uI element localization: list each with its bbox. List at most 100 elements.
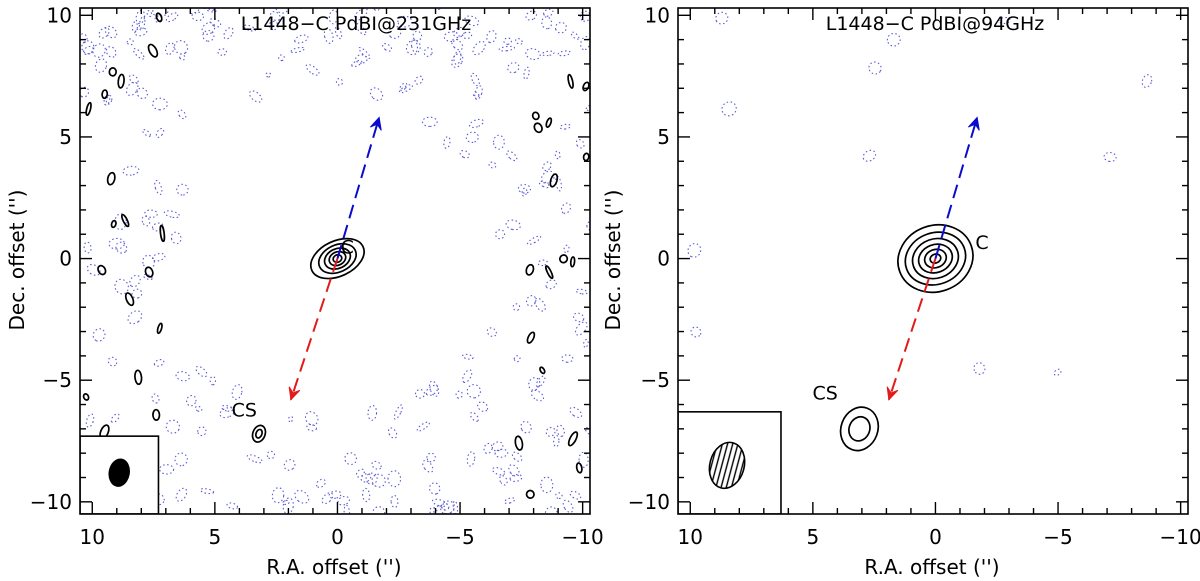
panel-231ghz-noise-contour (278, 54, 285, 62)
panel-231ghz-noise-contour (282, 499, 290, 506)
panel-231ghz-noise-contour (513, 355, 521, 363)
panel-231ghz-noise-contour (483, 442, 493, 455)
panel-94ghz-noise-contour (687, 243, 702, 258)
panel-231ghz-noise-contour (583, 339, 589, 348)
panel-94ghz-outflow-red-head (886, 386, 899, 401)
panel-231ghz-noise-contour (388, 25, 402, 39)
panel-231ghz-noise-contour (414, 389, 426, 399)
panel-231ghz-noise-contour (223, 27, 234, 40)
panel-231ghz-noise-contour (131, 288, 143, 299)
panel-231ghz-outflow-red-head (288, 386, 301, 401)
panel-94ghz-noise-contour (1053, 368, 1062, 376)
panel-94ghz: C CS 10 5 0 −5 −10 −10 −5 0 5 10 L1448−C PdBI@94GH… (601, 3, 1200, 579)
panel-231ghz-noise-contour (127, 310, 143, 325)
panel-94ghz-xtick-label: 5 (806, 525, 819, 549)
panel-94ghz-ytick-label: 10 (645, 3, 670, 27)
panel-231ghz-edge-contour (97, 264, 107, 276)
panel-231ghz-noise-contour (584, 427, 590, 437)
panel-231ghz-noise-contour (132, 48, 145, 60)
panel-231ghz-edge-contour (526, 331, 536, 344)
panel-94ghz-noise-contour (721, 101, 737, 117)
panel-231ghz-noise-contour (509, 474, 523, 483)
panel-231ghz-noise-contour (165, 12, 179, 23)
panel-231ghz-source-contour (251, 424, 267, 443)
panel-231ghz-noise-contour (575, 139, 585, 149)
panel-231ghz-noise-contour (205, 8, 215, 11)
panel-231ghz-noise-contour (173, 40, 189, 55)
panel-231ghz-source-contour (332, 253, 343, 264)
panel-231ghz-noise-contour (578, 451, 589, 468)
panel-231ghz-source-contour (254, 428, 263, 439)
panel-231ghz-noise-contour (177, 109, 187, 120)
panel-231ghz-noise-contour (499, 475, 508, 486)
panel-94ghz-noise (687, 11, 1153, 376)
panel-231ghz-noise-contour (92, 43, 106, 58)
panel-231ghz-noise-contour (486, 30, 497, 44)
panel-231ghz-edge-contour (106, 171, 116, 186)
panel-231ghz-noise-contour (455, 390, 463, 399)
panel-231ghz-noise-contour (579, 10, 590, 22)
panel-231ghz-noise-contour (557, 50, 571, 57)
panel-94ghz-outflow-red (887, 258, 937, 400)
panel-231ghz-noise-contour (275, 8, 290, 14)
panel-231ghz-ylabel: Dec. offset ('') (5, 190, 29, 331)
panel-94ghz-source-contour (839, 406, 880, 452)
panel-231ghz-noise-contour (105, 95, 113, 105)
panel-231ghz-noise-contour (412, 30, 423, 42)
panel-231ghz-noise-contour (373, 8, 380, 12)
panel-231ghz-noise-contour (541, 16, 553, 30)
panel-231ghz-xtick-label: 0 (331, 525, 344, 549)
panel-231ghz-noise-contour (323, 28, 334, 44)
panel-94ghz-source-contour (917, 243, 954, 274)
panel-231ghz-noise-contour (126, 38, 134, 46)
panel-231ghz-noise-contour (351, 59, 363, 68)
panel-231ghz-noise-contour (335, 78, 344, 86)
panel-231ghz-edge-contour (159, 224, 166, 243)
panel-231ghz-noise-contour (290, 46, 306, 54)
panel-231ghz-noise-contour (545, 279, 557, 290)
panel-231ghz-noise-contour (466, 384, 482, 399)
panel-231ghz-source-contour (317, 242, 357, 275)
panel-231ghz-ytick-label: −5 (43, 368, 72, 392)
panel-94ghz-noise-contour (715, 11, 729, 25)
panel-231ghz-noise-contour (488, 161, 497, 169)
panel-231ghz-noise-contour (473, 91, 480, 99)
panel-231ghz-noise-contour (441, 502, 450, 511)
panel-231ghz-xtick-label: 5 (208, 525, 221, 549)
panel-231ghz-edge-contour (134, 369, 143, 386)
panel-231ghz-noise-contour (186, 394, 197, 407)
panel-231ghz-noise-contour (151, 222, 165, 232)
panel-94ghz-outflow-blue-head (968, 116, 980, 131)
panel-231ghz-noise-contour (508, 464, 520, 477)
panel-231ghz-noise-contour (155, 127, 165, 138)
panel-231ghz-noise-contour (507, 62, 520, 74)
panel-231ghz-noise-contour (416, 421, 430, 432)
panel-231ghz-noise-contour (98, 27, 110, 39)
panel-231ghz-noise-contour (371, 473, 386, 488)
panel-231ghz-noise-contour (131, 21, 138, 33)
panel-231ghz-noise-contour (135, 9, 146, 25)
panel-231ghz-edge-contour (545, 117, 553, 128)
panel-231ghz-outflow-red (289, 258, 339, 400)
panel-231ghz-noise-contour (108, 237, 125, 250)
panel-231ghz-noise-contour (426, 452, 436, 463)
panel-231ghz-noise-contour (451, 53, 464, 68)
panel-231ghz-noise-contour (104, 25, 118, 39)
panel-231ghz-noise-contour (343, 504, 351, 514)
panel-231ghz-edge-contour (514, 435, 524, 451)
panel-231ghz-noise-contour (294, 34, 309, 44)
panel-231ghz-edge-contour (82, 393, 90, 401)
panel-231ghz-noise-contour (165, 42, 175, 55)
panel-231ghz-noise-contour (469, 411, 479, 422)
panel-231ghz-ytick-label: 0 (59, 247, 72, 271)
panel-94ghz-xtick-label: −10 (1160, 525, 1200, 549)
panel-231ghz-noise-contour (505, 219, 521, 231)
panel-231ghz-noise-contour (530, 389, 545, 402)
panel-231ghz-ytick-label: −10 (30, 490, 72, 514)
panel-231ghz-noise-contour (399, 82, 408, 91)
panel-231ghz-noise-contour (462, 353, 474, 360)
panel-231ghz-noise-contour (523, 66, 530, 80)
panel-231ghz-noise-contour (81, 40, 95, 55)
panel-231ghz-edge-contour (85, 101, 92, 117)
